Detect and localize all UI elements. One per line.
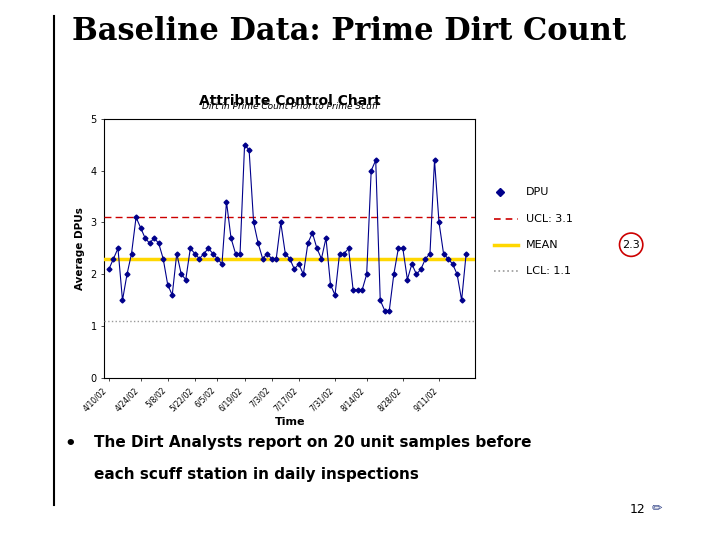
Text: UCL: 3.1: UCL: 3.1 (526, 214, 573, 224)
Text: each scuff station in daily inspections: each scuff station in daily inspections (94, 467, 418, 482)
Title: Attribute Control Chart: Attribute Control Chart (199, 94, 381, 108)
Text: ✏: ✏ (652, 503, 662, 516)
Text: Dirt in Prime Count Prior to Prime Scuff: Dirt in Prime Count Prior to Prime Scuff (202, 102, 378, 111)
Text: DPU: DPU (526, 187, 549, 198)
Y-axis label: Average DPUs: Average DPUs (75, 207, 85, 290)
Text: 12: 12 (630, 503, 646, 516)
Text: The Dirt Analysts report on 20 unit samples before: The Dirt Analysts report on 20 unit samp… (94, 435, 531, 450)
X-axis label: Time: Time (274, 417, 305, 427)
Text: MEAN: MEAN (526, 240, 559, 249)
Text: 2.3: 2.3 (622, 240, 640, 249)
Text: •: • (65, 435, 76, 453)
Text: Baseline Data: Prime Dirt Count: Baseline Data: Prime Dirt Count (72, 16, 626, 47)
Text: LCL: 1.1: LCL: 1.1 (526, 266, 572, 276)
